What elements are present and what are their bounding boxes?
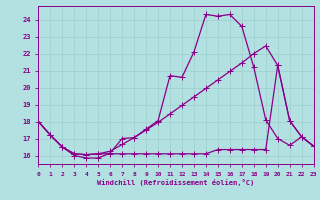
X-axis label: Windchill (Refroidissement éolien,°C): Windchill (Refroidissement éolien,°C) xyxy=(97,179,255,186)
